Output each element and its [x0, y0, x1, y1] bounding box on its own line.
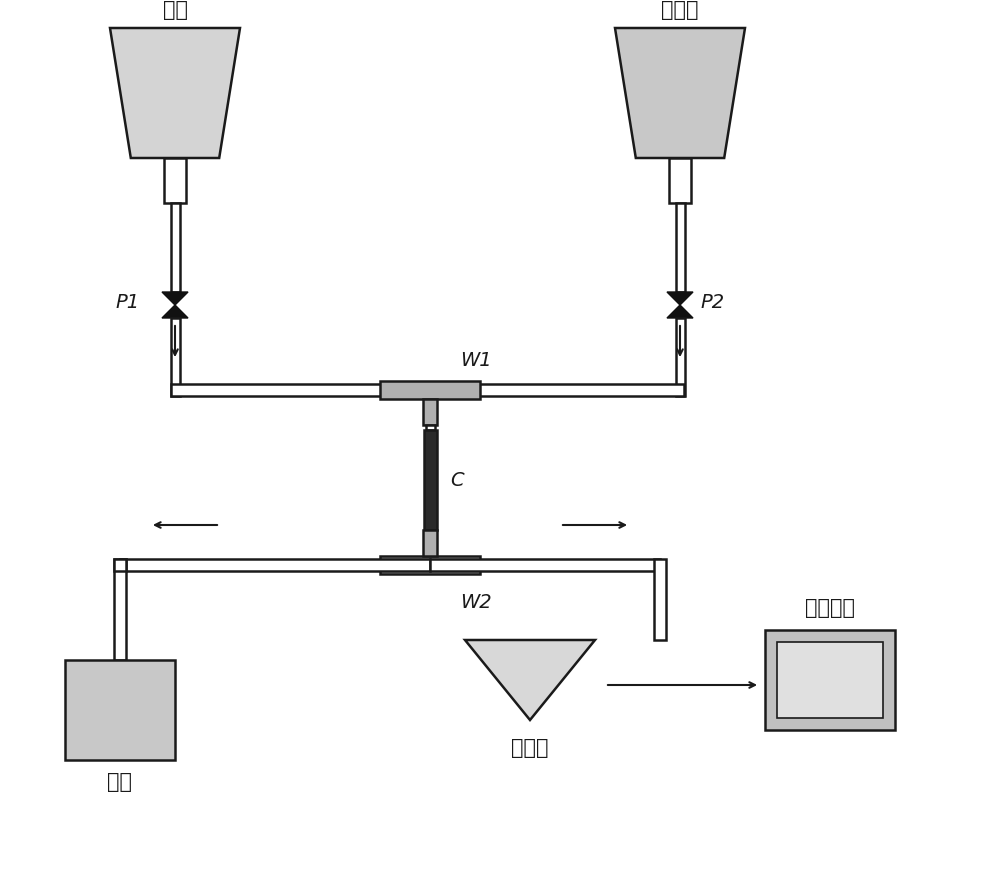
Bar [654, 559, 666, 640]
Bar [170, 318, 180, 396]
Bar [777, 642, 883, 718]
Text: 富集液: 富集液 [511, 738, 549, 758]
Bar [114, 559, 126, 571]
Polygon shape [669, 158, 691, 203]
Text: 样品: 样品 [162, 0, 188, 20]
Bar [423, 399, 437, 425]
Text: C: C [450, 471, 464, 490]
Polygon shape [667, 292, 693, 305]
Bar [65, 660, 175, 760]
Bar [114, 559, 126, 660]
Bar [424, 430, 436, 530]
Bar [120, 559, 430, 571]
Text: W1: W1 [460, 351, 492, 370]
Polygon shape [465, 640, 595, 720]
Polygon shape [667, 305, 693, 318]
Bar [676, 203, 684, 292]
Polygon shape [110, 28, 240, 158]
Bar [171, 384, 430, 396]
Text: P1: P1 [116, 293, 140, 313]
Bar [423, 530, 437, 556]
Bar [380, 381, 480, 399]
Text: 紫外检测: 紫外检测 [805, 598, 855, 618]
Bar [380, 556, 480, 574]
Polygon shape [164, 158, 186, 203]
Text: 洗脱剂: 洗脱剂 [661, 0, 699, 20]
Text: 废液: 废液 [108, 772, 132, 792]
Polygon shape [615, 28, 745, 158]
Polygon shape [162, 292, 188, 305]
Bar [765, 630, 895, 730]
Bar [676, 318, 684, 396]
Text: P2: P2 [700, 293, 724, 313]
Bar [114, 559, 126, 571]
Bar [426, 425, 434, 430]
Bar [170, 203, 180, 292]
Text: W2: W2 [460, 593, 492, 612]
Polygon shape [162, 305, 188, 318]
Bar [430, 384, 684, 396]
Bar [430, 559, 660, 571]
